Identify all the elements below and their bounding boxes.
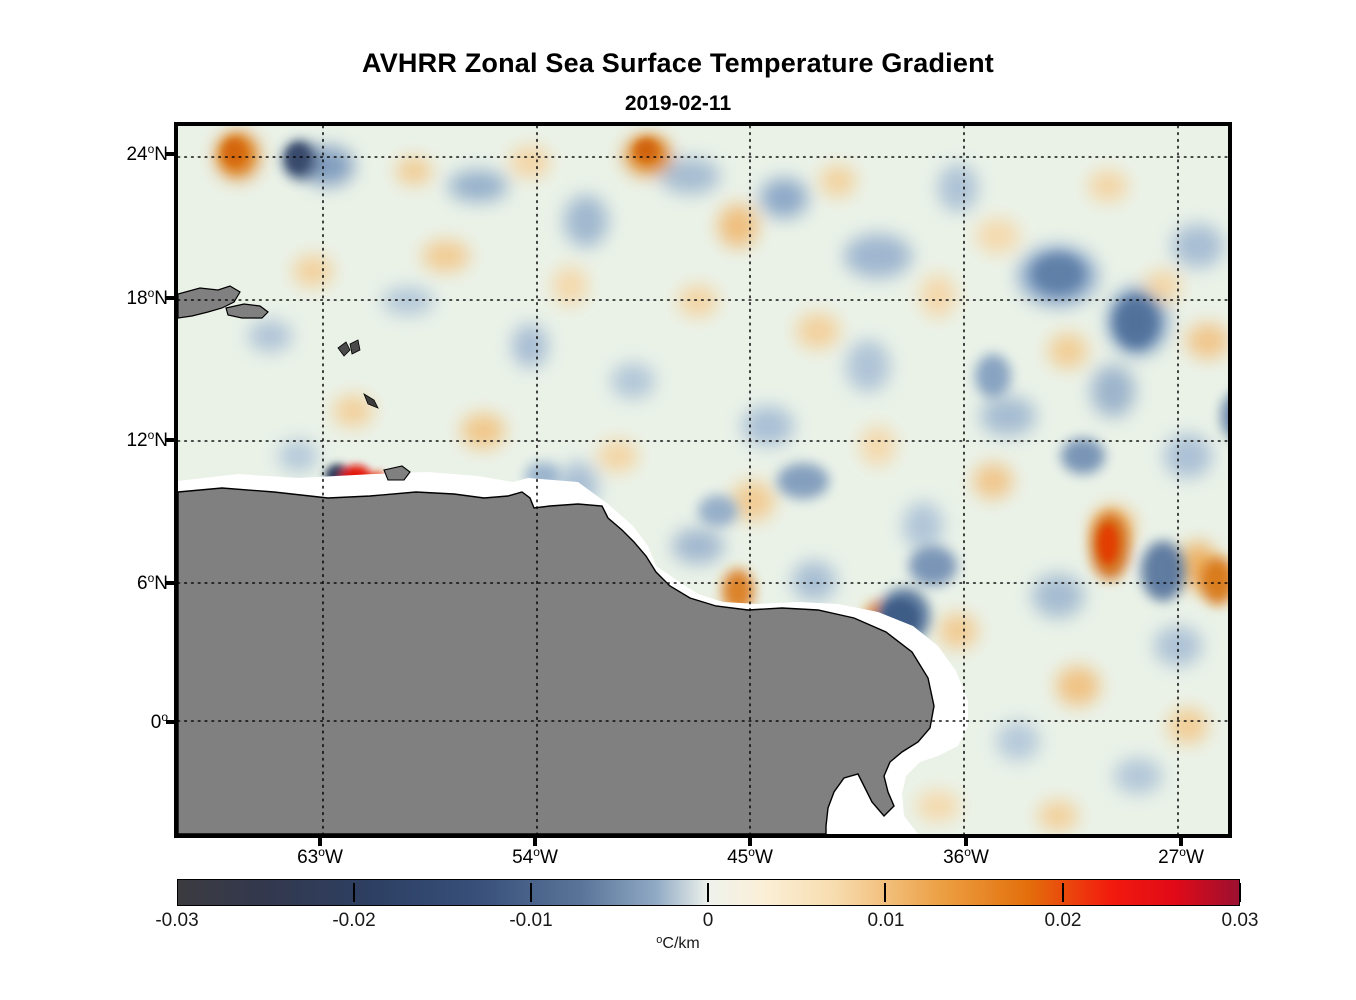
- colorbar-tick-2: [707, 883, 709, 902]
- colorbar-tick-1: [530, 883, 532, 902]
- xtick-label-36w: 36oW: [943, 845, 989, 869]
- xtick-mark-54w: [533, 834, 537, 846]
- xtick-mark-45w: [748, 834, 752, 846]
- degree-symbol: o: [318, 845, 325, 859]
- degree-symbol: o: [147, 286, 155, 300]
- map-gridlines: [178, 126, 1228, 834]
- xtick-hemisphere: W: [324, 847, 343, 868]
- martinique-island: [363, 393, 379, 409]
- colorbar-label-pos001: 0.01: [867, 910, 905, 931]
- xtick-value: 63: [297, 847, 319, 868]
- ytick-value: 6: [137, 573, 148, 594]
- ytick-mark-18n: [166, 296, 178, 300]
- ytick-label-12n: 12oN: [126, 428, 168, 452]
- xtick-hemisphere: W: [970, 847, 989, 868]
- degree-symbol: o: [147, 571, 155, 585]
- page-title: AVHRR Zonal Sea Surface Temperature Grad…: [362, 48, 994, 78]
- ytick-hemisphere: N: [154, 144, 168, 165]
- south-america-landmass: [178, 487, 935, 834]
- ytick-hemisphere: N: [154, 430, 168, 451]
- xtick-value: 27: [1158, 847, 1180, 868]
- colorbar-label-zero: 0: [702, 910, 714, 931]
- degree-symbol: o: [161, 710, 168, 724]
- xtick-hemisphere: W: [1185, 847, 1204, 868]
- degree-symbol: o: [147, 428, 155, 442]
- colorbar-label-pos003: 0.03: [1221, 910, 1259, 931]
- ytick-value: 24: [126, 144, 148, 165]
- guadeloupe-island: [337, 341, 351, 357]
- degree-symbol: o: [656, 934, 663, 946]
- colorbar: [177, 879, 1241, 906]
- colorbar-label-neg003: -0.03: [155, 910, 199, 931]
- ytick-value: 18: [126, 288, 148, 309]
- xtick-value: 45: [727, 847, 749, 868]
- degree-symbol: o: [533, 845, 540, 859]
- degree-symbol: o: [147, 142, 155, 156]
- ytick-mark-6n: [166, 581, 178, 585]
- xtick-mark-36w: [964, 834, 968, 846]
- ytick-label-0: 0o: [151, 710, 168, 734]
- degree-symbol: o: [964, 845, 971, 859]
- unit-text: C/km: [662, 935, 700, 952]
- xtick-hemisphere: W: [539, 847, 558, 868]
- ytick-mark-12n: [166, 438, 178, 442]
- hispaniola-island: [178, 285, 241, 319]
- xtick-mark-63w: [318, 834, 322, 846]
- trinidad-island: [383, 465, 411, 481]
- xtick-label-27w: 27oW: [1158, 845, 1204, 869]
- ytick-label-24n: 24oN: [126, 142, 168, 166]
- colorbar-tick-3: [884, 883, 886, 902]
- xtick-value: 36: [943, 847, 965, 868]
- ytick-value: 12: [126, 430, 148, 451]
- xtick-label-54w: 54oW: [512, 845, 558, 869]
- ytick-label-18n: 18oN: [126, 286, 168, 310]
- sst-gradient-heatmap: [178, 126, 1228, 834]
- ytick-mark-24n: [166, 152, 178, 156]
- antilles-island: [349, 339, 361, 355]
- ytick-mark-0: [166, 720, 178, 724]
- degree-symbol: o: [1179, 845, 1186, 859]
- xtick-mark-27w: [1179, 834, 1183, 846]
- ytick-label-6n: 6oN: [137, 571, 168, 595]
- colorbar-label-neg001: -0.01: [509, 910, 553, 931]
- colorbar-label-neg002: -0.02: [332, 910, 376, 931]
- colorbar-tick-4: [1062, 883, 1064, 902]
- xtick-label-63w: 63oW: [297, 845, 343, 869]
- colorbar-tick-5: [1239, 883, 1241, 902]
- ytick-value: 0: [150, 712, 162, 733]
- puerto-rico-island: [225, 303, 269, 319]
- xtick-label-45w: 45oW: [727, 845, 773, 869]
- ytick-hemisphere: N: [154, 573, 168, 594]
- xtick-value: 54: [512, 847, 534, 868]
- xtick-hemisphere: W: [754, 847, 773, 868]
- colorbar-label-pos002: 0.02: [1044, 910, 1082, 931]
- colorbar-tick-0: [353, 883, 355, 902]
- degree-symbol: o: [748, 845, 755, 859]
- colorbar-unit-label: oC/km: [0, 934, 1356, 953]
- ytick-hemisphere: N: [154, 288, 168, 309]
- map-plot-area[interactable]: [174, 122, 1232, 838]
- page-subtitle: 2019-02-11: [624, 92, 732, 115]
